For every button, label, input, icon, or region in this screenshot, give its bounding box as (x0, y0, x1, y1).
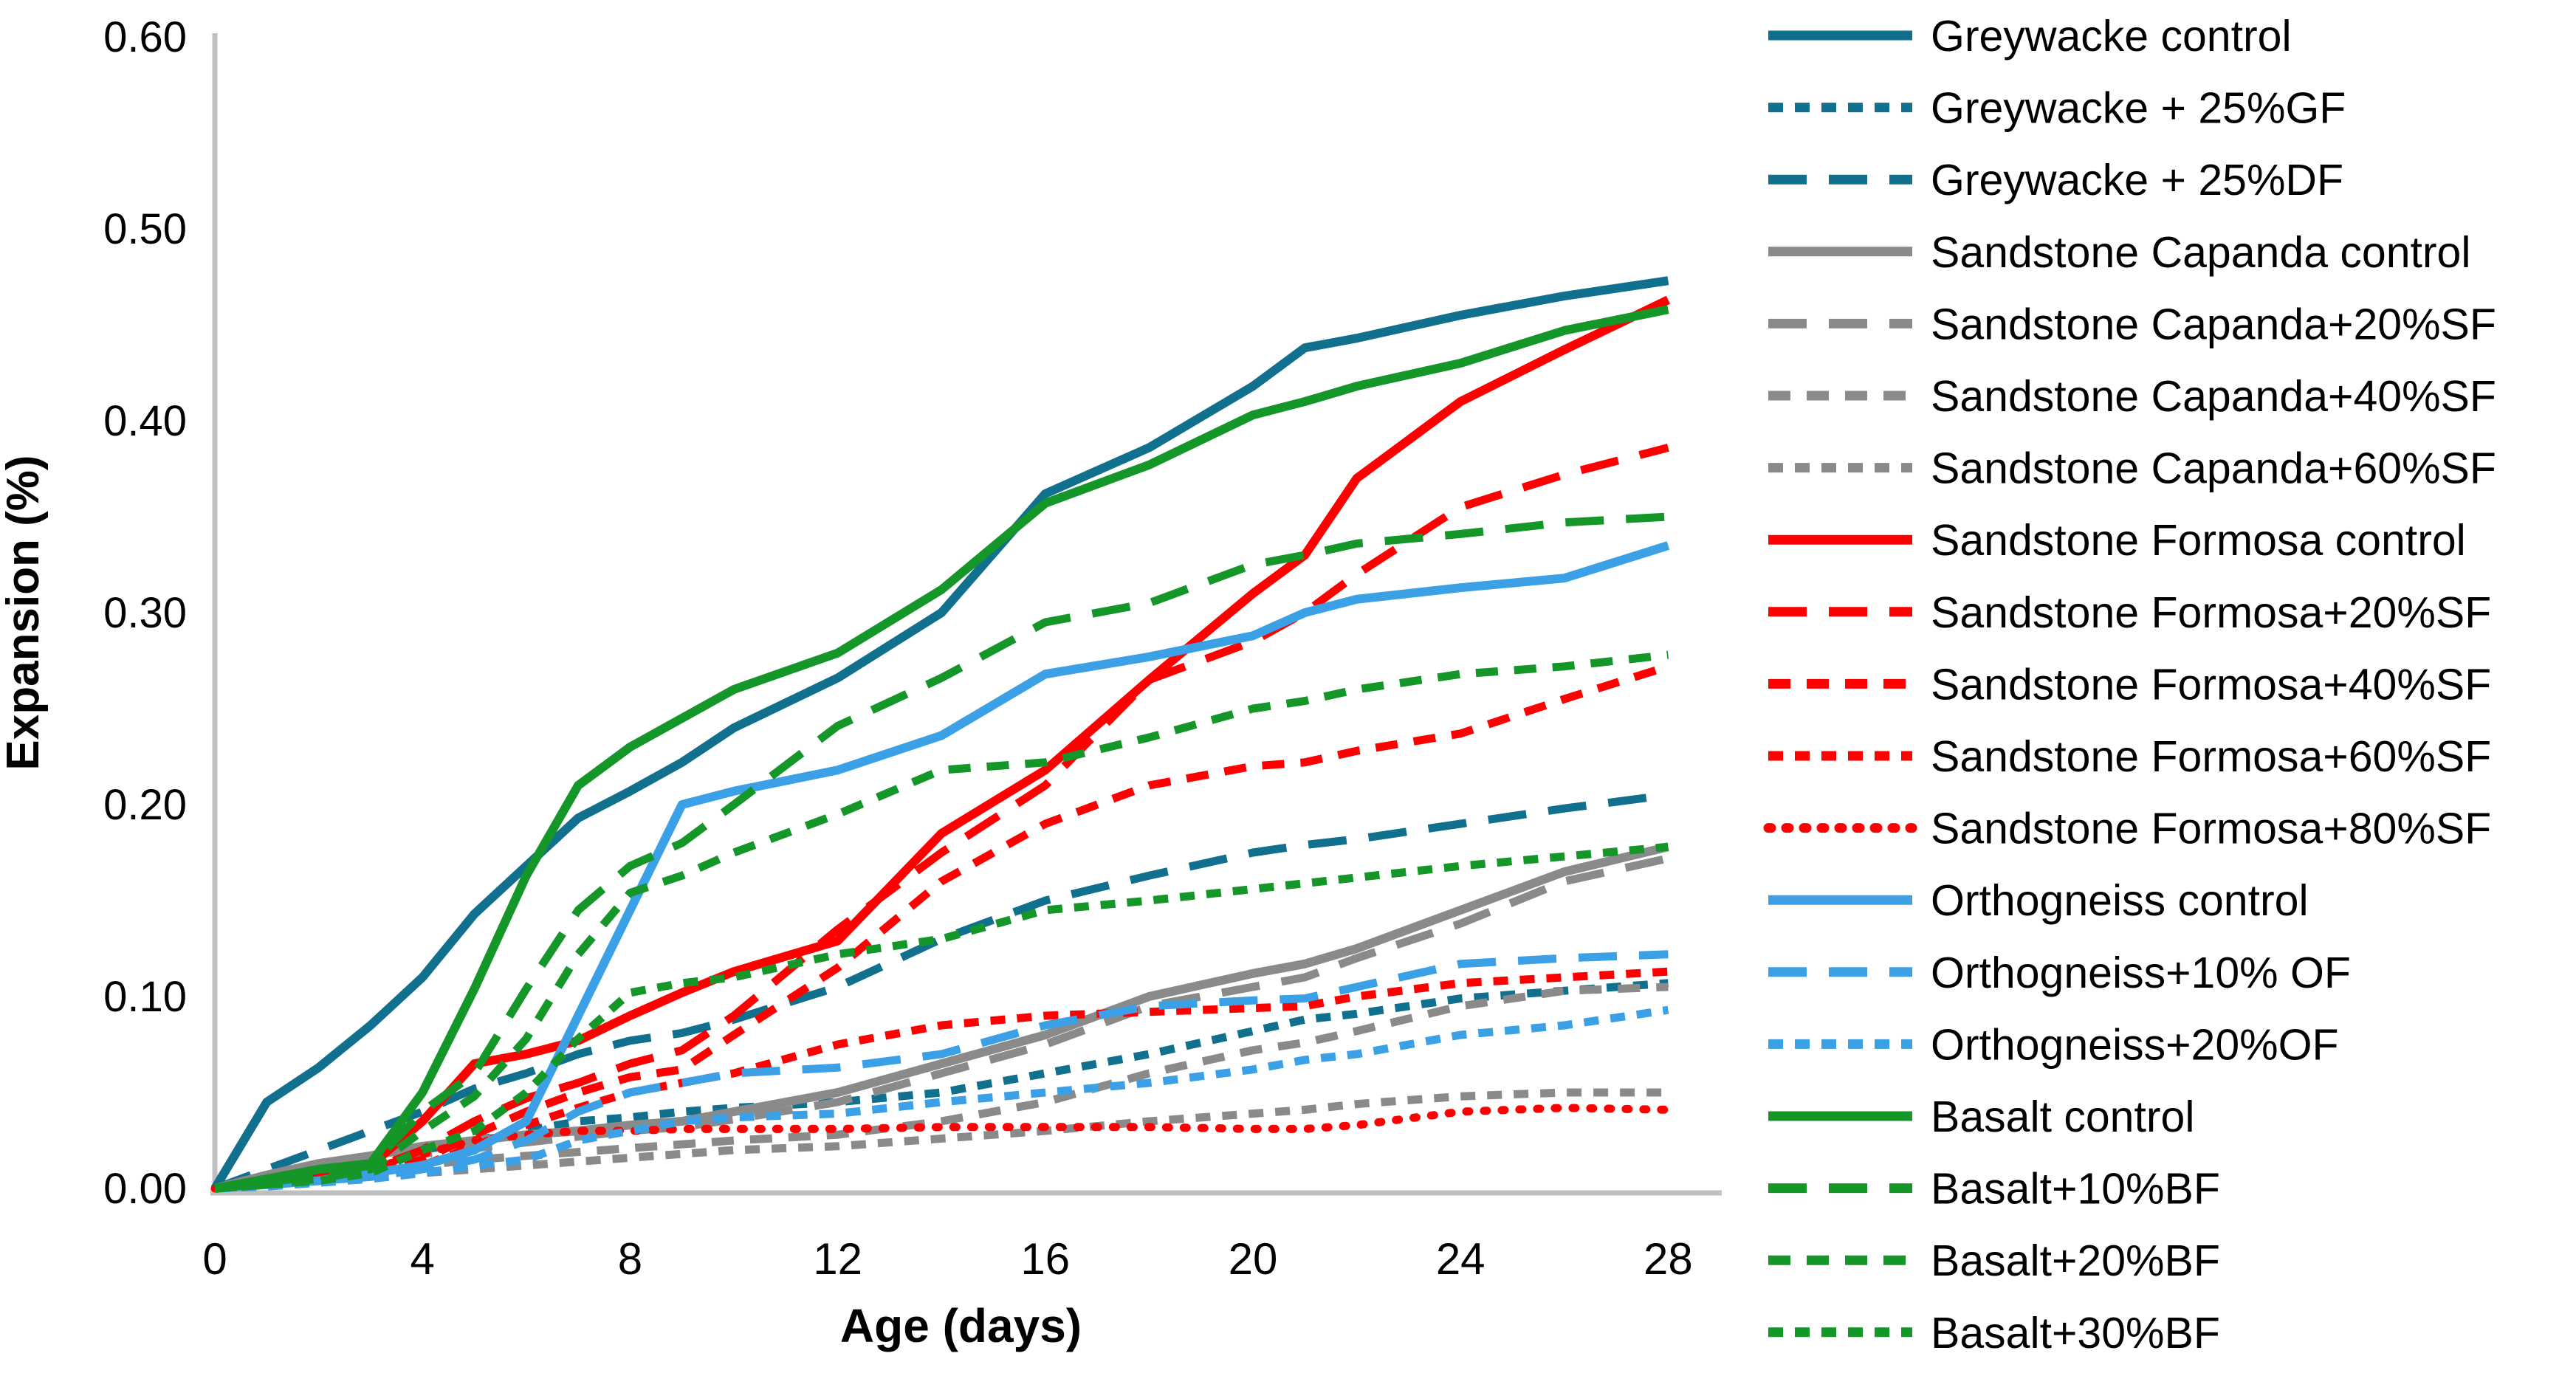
legend-item-label: Orthogneiss+20%OF (1931, 1020, 2339, 1069)
x-tick-label: 12 (813, 1234, 862, 1284)
series-line (213, 854, 1669, 1193)
legend-item-label: Greywacke + 25%DF (1931, 156, 2343, 204)
x-tick-label: 0 (202, 1234, 227, 1284)
legend-item-label: Basalt+20%BF (1931, 1236, 2220, 1285)
y-tick-label: 0.50 (103, 205, 187, 253)
x-tick-label: 4 (411, 1234, 435, 1284)
legend-item-label: Basalt control (1931, 1092, 2194, 1141)
series-line (214, 842, 1669, 1193)
x-tick-label: 24 (1436, 1234, 1486, 1284)
x-tick-label: 16 (1020, 1234, 1070, 1284)
series-line (210, 276, 1669, 1191)
series-line (214, 295, 1670, 1193)
y-axis-title: Expansion (%) (0, 455, 49, 770)
legend-item-label: Sandstone Formosa control (1931, 516, 2466, 565)
series-line (213, 305, 1669, 1193)
y-tick-label: 0.30 (103, 589, 187, 637)
legend-item-label: Sandstone Capanda+60%SF (1931, 444, 2496, 493)
x-tick-label: 20 (1229, 1234, 1278, 1284)
y-tick-label: 0.40 (103, 397, 187, 445)
series-line (214, 444, 1669, 1193)
legend-item-label: Greywacke control (1931, 12, 2292, 61)
legend-item-label: Sandstone Formosa+40%SF (1931, 660, 2491, 709)
legend-item-label: Sandstone Capanda+40%SF (1931, 372, 2496, 421)
legend-item-label: Basalt+10%BF (1931, 1165, 2220, 1214)
legend-item-label: Orthogneiss+10% OF (1931, 949, 2351, 997)
series-line (210, 1104, 1672, 1193)
legend-item-label: Greywacke + 25%GF (1931, 84, 2346, 133)
series-line (214, 541, 1670, 1193)
series-line (214, 1005, 1669, 1193)
legend-item-label: Sandstone Formosa+80%SF (1931, 805, 2491, 853)
x-tick-label: 8 (618, 1234, 642, 1284)
x-tick-label: 28 (1644, 1234, 1693, 1284)
legend-item-label: Orthogneiss control (1931, 876, 2309, 925)
x-axis-title: Age (days) (840, 1299, 1082, 1352)
series-line (214, 512, 1669, 1193)
legend-item-label: Sandstone Formosa+60%SF (1931, 732, 2491, 781)
y-tick-label: 0.20 (103, 781, 187, 829)
legend-item-label: Sandstone Capanda control (1931, 228, 2470, 277)
y-tick-label: 0.10 (103, 973, 187, 1021)
y-tick-label: 0.00 (103, 1165, 187, 1213)
legend-item-label: Sandstone Capanda+20%SF (1931, 300, 2496, 348)
series-line (214, 650, 1669, 1193)
legend-item-label: Basalt+30%BF (1931, 1309, 2220, 1357)
legend-item-label: Sandstone Formosa+20%SF (1931, 588, 2491, 637)
y-tick-label: 0.60 (103, 13, 187, 61)
